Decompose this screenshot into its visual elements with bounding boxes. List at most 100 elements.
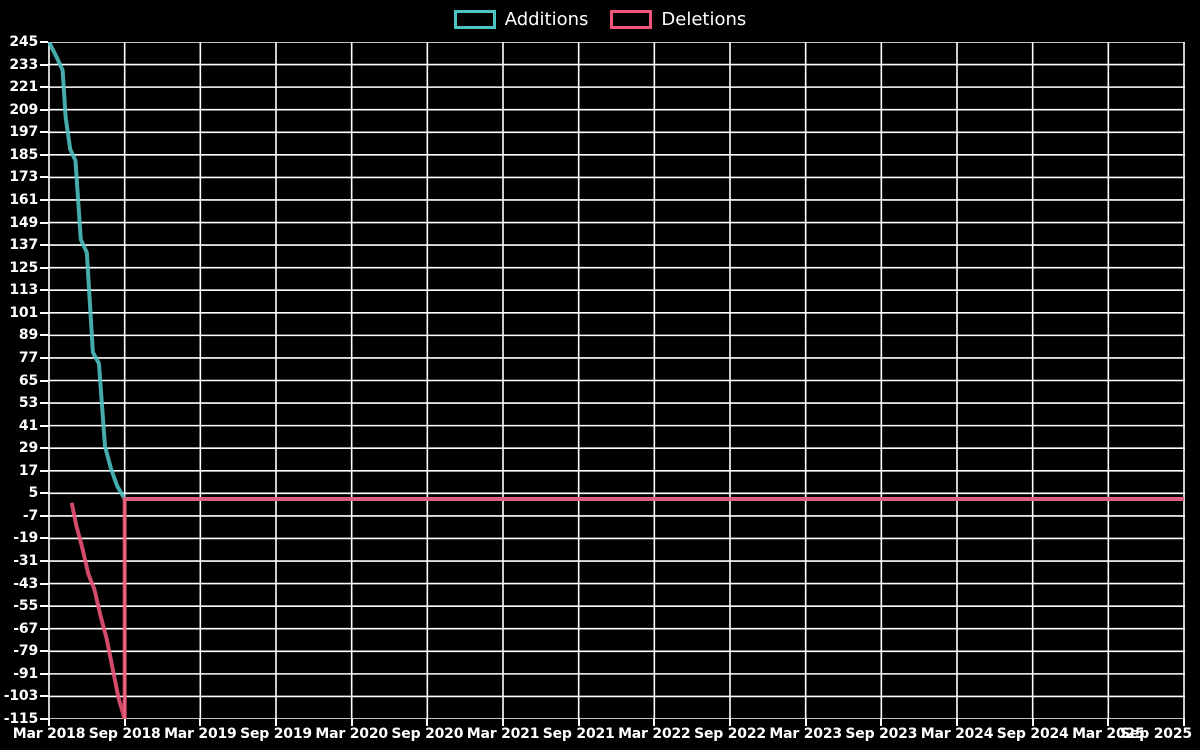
x-tick-label: Sep 2019 xyxy=(240,726,312,742)
y-tick-mark xyxy=(40,176,48,179)
chart-legend: Additions Deletions xyxy=(0,4,1200,34)
x-tick-label: Sep 2022 xyxy=(694,726,766,742)
x-tick-label: Mar 2019 xyxy=(164,726,237,742)
y-tick-label: -31 xyxy=(13,553,38,570)
y-tick-mark xyxy=(40,582,48,585)
legend-label-additions: Additions xyxy=(504,8,589,30)
y-tick-label: 209 xyxy=(9,101,38,118)
x-tick-label: Sep 2023 xyxy=(845,726,918,742)
y-tick-label: 197 xyxy=(9,124,38,141)
y-tick-mark xyxy=(40,266,48,269)
y-tick-mark xyxy=(40,379,48,382)
y-tick-mark xyxy=(40,447,48,450)
y-tick-mark xyxy=(40,221,48,224)
legend-swatch-deletions xyxy=(610,9,653,29)
plot-svg xyxy=(48,42,1185,719)
x-tick-label: Sep 2024 xyxy=(996,726,1069,742)
legend-deletions[interactable]: Deletions xyxy=(610,8,747,30)
grid-lines xyxy=(48,42,1185,719)
y-tick-label: -79 xyxy=(13,643,38,660)
y-tick-mark xyxy=(40,63,48,66)
y-tick-label: 137 xyxy=(9,237,38,254)
y-tick-label: 221 xyxy=(9,79,38,96)
x-tick-label: Mar 2018 xyxy=(12,726,86,742)
y-tick-mark xyxy=(40,514,48,517)
y-tick-label: -19 xyxy=(13,530,38,547)
x-tick-label: Mar 2021 xyxy=(466,726,540,742)
y-tick-mark xyxy=(40,537,48,540)
x-tick-label: Mar 2022 xyxy=(618,726,691,742)
x-tick-mark xyxy=(653,719,656,726)
y-tick-label: 185 xyxy=(9,146,38,163)
y-tick-label: 173 xyxy=(9,169,38,186)
x-tick-mark xyxy=(48,719,50,726)
y-tick-label: 5 xyxy=(28,485,38,502)
x-tick-mark xyxy=(426,719,429,726)
x-tick-mark xyxy=(804,719,807,726)
y-tick-mark xyxy=(40,334,48,337)
y-tick-mark xyxy=(40,41,48,43)
y-tick-label: 41 xyxy=(18,417,38,434)
x-tick-label: Mar 2024 xyxy=(920,726,994,742)
y-tick-mark xyxy=(40,198,48,201)
y-tick-label: 125 xyxy=(9,259,38,276)
series-lines xyxy=(48,42,1184,719)
x-tick-label: Mar 2023 xyxy=(769,726,842,742)
y-tick-mark xyxy=(40,356,48,359)
x-tick-mark xyxy=(350,719,353,726)
y-tick-label: 161 xyxy=(9,191,38,208)
x-tick-mark xyxy=(199,719,202,726)
y-tick-label: 233 xyxy=(9,56,38,73)
legend-swatch-additions xyxy=(453,9,496,29)
legend-label-deletions: Deletions xyxy=(661,8,747,30)
x-tick-label: Mar 2025 xyxy=(1072,726,1145,742)
y-tick-mark xyxy=(40,311,48,314)
y-tick-label: -43 xyxy=(13,575,38,592)
y-tick-label: -91 xyxy=(13,665,38,682)
y-tick-label: 245 xyxy=(9,34,38,50)
x-tick-mark xyxy=(1183,719,1185,726)
y-tick-mark xyxy=(40,492,48,495)
x-tick-mark xyxy=(502,719,504,726)
y-tick-mark xyxy=(40,672,48,675)
legend-additions[interactable]: Additions xyxy=(453,8,589,30)
y-tick-mark xyxy=(40,86,48,89)
y-tick-mark xyxy=(40,153,48,156)
y-tick-label: -103 xyxy=(3,688,38,705)
y-tick-mark xyxy=(40,560,48,563)
x-tick-mark xyxy=(729,719,731,726)
x-tick-mark xyxy=(275,719,277,726)
y-tick-mark xyxy=(40,289,48,292)
y-tick-mark xyxy=(40,108,48,111)
series-line-deletions[interactable] xyxy=(69,496,1184,719)
x-tick-label: Sep 2025 xyxy=(1120,726,1192,742)
y-tick-label: 53 xyxy=(18,395,38,412)
y-tick-mark xyxy=(40,424,48,427)
y-tick-mark xyxy=(40,131,48,134)
x-tick-mark xyxy=(1031,719,1034,726)
y-tick-label: -67 xyxy=(13,620,38,637)
x-tick-mark xyxy=(956,719,958,726)
y-tick-label: -7 xyxy=(22,507,38,524)
x-tick-label: Mar 2020 xyxy=(315,726,388,742)
y-tick-label: -115 xyxy=(3,711,38,727)
y-tick-label: 149 xyxy=(9,214,38,231)
y-tick-mark xyxy=(40,402,48,405)
y-tick-label: 89 xyxy=(18,327,38,344)
x-tick-mark xyxy=(123,719,126,726)
x-axis: Mar 2018 Sep 2018 Mar 2019 Sep 2019 Mar 2020… xyxy=(0,719,1200,750)
y-axis: 245 233 221 209 197 185 173 161 149 137 125 113 101 8… xyxy=(0,34,48,727)
y-tick-label: 101 xyxy=(9,304,38,321)
plot-area xyxy=(48,42,1185,719)
x-tick-label: Sep 2018 xyxy=(88,726,161,742)
y-tick-mark xyxy=(40,244,48,247)
y-tick-mark xyxy=(40,718,48,720)
y-tick-label: 29 xyxy=(18,440,38,457)
y-tick-mark xyxy=(40,650,48,653)
series-line-additions[interactable] xyxy=(48,42,1184,501)
x-tick-mark xyxy=(1107,719,1110,726)
y-tick-label: 113 xyxy=(9,282,38,299)
y-tick-mark xyxy=(40,469,48,472)
y-tick-mark xyxy=(40,627,48,630)
